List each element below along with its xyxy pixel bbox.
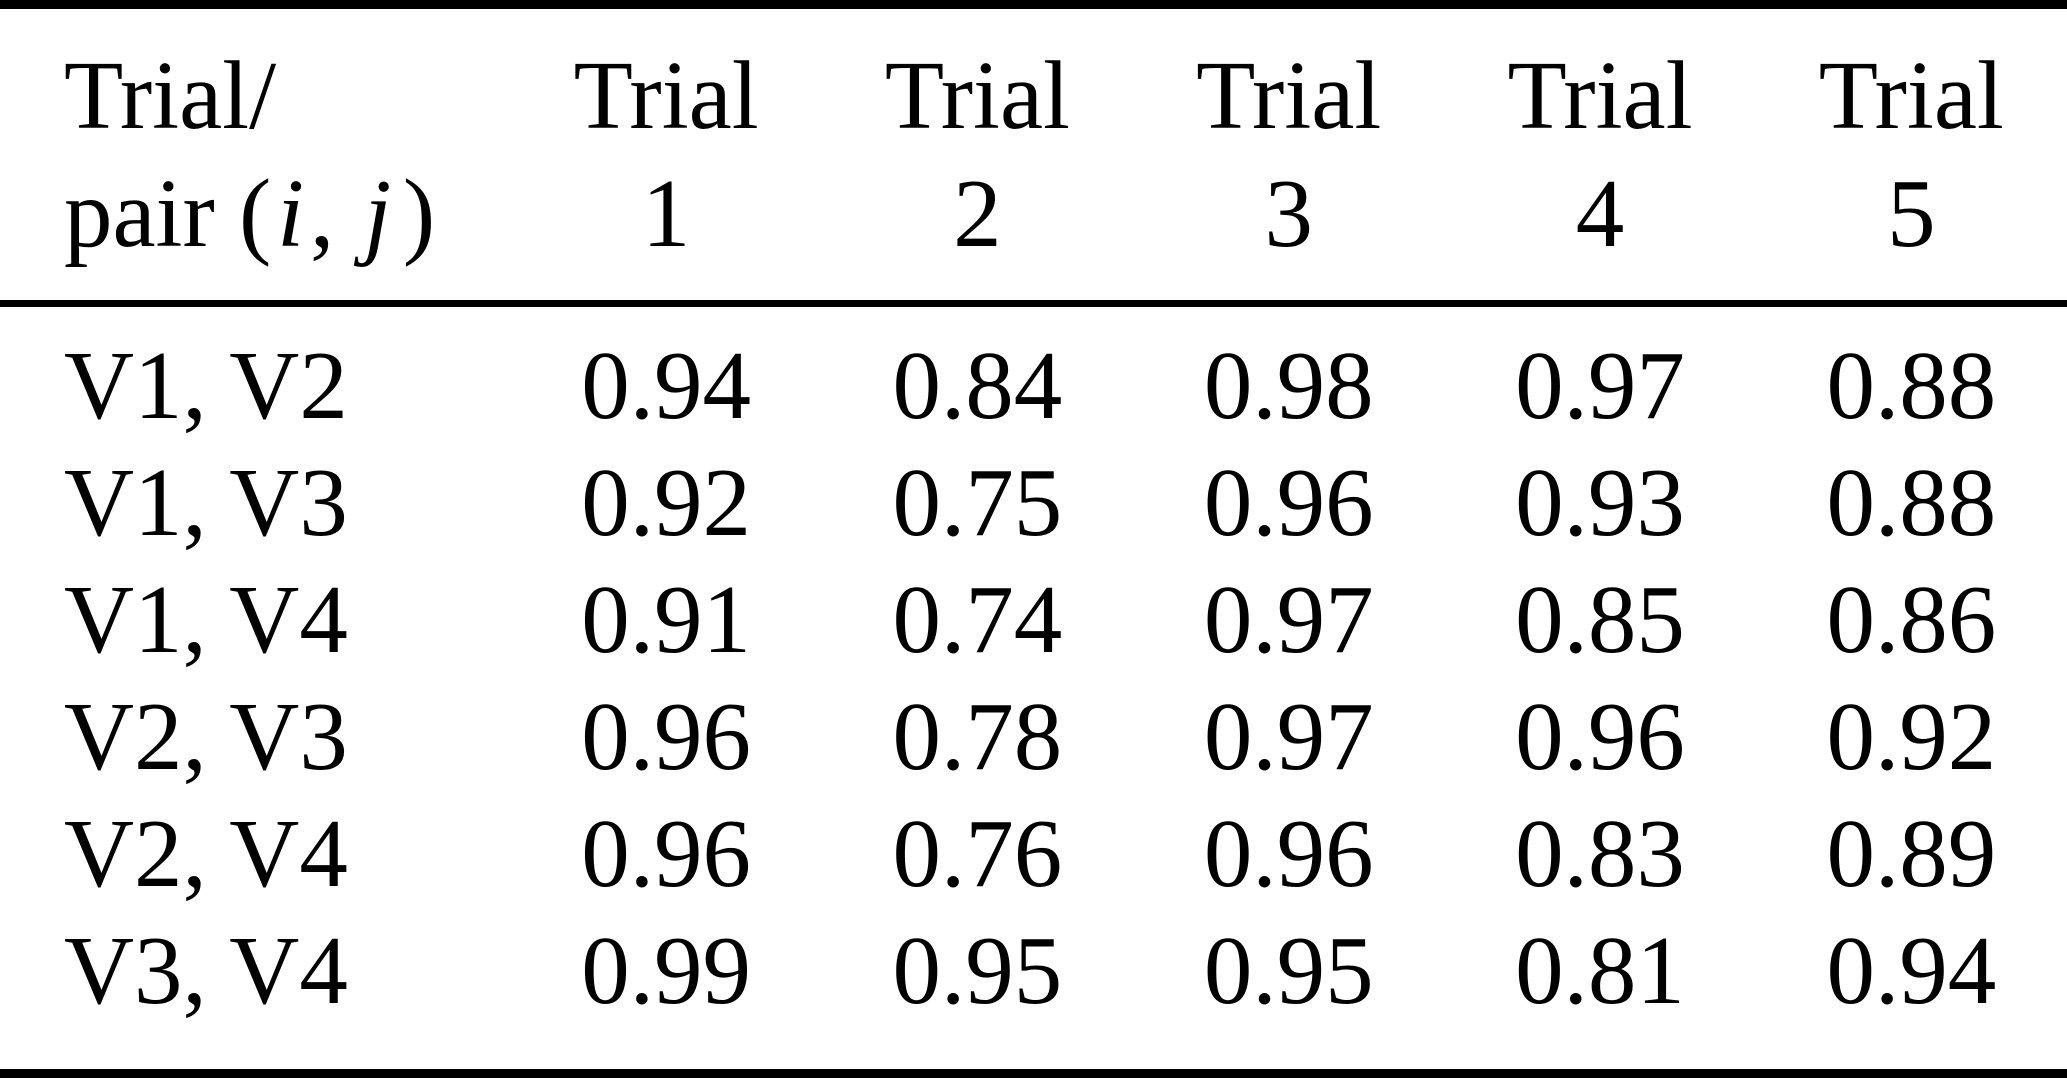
- value-cell: 0.96: [581, 800, 751, 907]
- pair-label: V1, V4: [64, 566, 348, 673]
- value-cell: 0.88: [1826, 332, 1997, 439]
- value-cell: 0.84: [892, 332, 1063, 439]
- pair-label: V1, V3: [64, 449, 348, 556]
- header-trial-3-line2: 3: [1264, 160, 1313, 267]
- math-var-i: i: [277, 160, 305, 267]
- pair-label-prefix: pair (: [64, 160, 272, 267]
- value-cell: 0.94: [1826, 917, 1997, 1024]
- header-pair-line2: pair (i, j): [64, 159, 510, 269]
- header-cell-trial-2: Trial 2: [821, 4, 1134, 307]
- header-cell-trial-3: Trial 3: [1133, 4, 1445, 307]
- table-row: V2, V3 0.96 0.78 0.97 0.96 0.92: [0, 678, 2067, 795]
- header-row: Trial/ pair (i, j) Trial 1 Trial 2 Trial…: [0, 4, 2067, 307]
- value-cell: 0.95: [1203, 917, 1374, 1024]
- pair-label-comma: ,: [309, 160, 359, 267]
- table-row: V3, V4 0.99 0.95 0.95 0.81 0.94: [0, 912, 2067, 1074]
- value-cell: 0.97: [1203, 683, 1374, 790]
- value-cell: 0.96: [1203, 800, 1374, 907]
- math-var-j: j: [364, 160, 392, 267]
- header-trial-5-line2: 5: [1887, 160, 1936, 267]
- table-row: V1, V2 0.94 0.84 0.98 0.97 0.88: [0, 304, 2067, 445]
- pair-label: V2, V3: [64, 683, 348, 790]
- pair-label: V1, V2: [64, 332, 348, 439]
- header-trial-5-line1: Trial: [1818, 42, 2004, 149]
- value-cell: 0.97: [1515, 332, 1685, 439]
- value-cell: 0.97: [1203, 566, 1374, 673]
- value-cell: 0.76: [892, 800, 1063, 907]
- value-cell: 0.91: [581, 566, 751, 673]
- pair-label: V2, V4: [64, 800, 348, 907]
- value-cell: 0.99: [581, 917, 751, 1024]
- header-trial-2-line2: 2: [953, 160, 1002, 267]
- header-cell-trial-4: Trial 4: [1444, 4, 1756, 307]
- header-trial-4-line1: Trial: [1507, 42, 1693, 149]
- value-cell: 0.81: [1515, 917, 1685, 1024]
- value-cell: 0.98: [1203, 332, 1374, 439]
- header-trial-3-line1: Trial: [1196, 42, 1382, 149]
- value-cell: 0.96: [1515, 683, 1685, 790]
- table-row: V1, V3 0.92 0.75 0.96 0.93 0.88: [0, 444, 2067, 561]
- value-cell: 0.95: [892, 917, 1063, 1024]
- value-cell: 0.92: [1826, 683, 1997, 790]
- table-row: V1, V4 0.91 0.74 0.97 0.85 0.86: [0, 561, 2067, 678]
- value-cell: 0.93: [1515, 449, 1685, 556]
- value-cell: 0.86: [1826, 566, 1997, 673]
- header-trial-4-line2: 4: [1575, 160, 1625, 267]
- value-cell: 0.74: [892, 566, 1063, 673]
- value-cell: 0.83: [1515, 800, 1685, 907]
- header-cell-trial-5: Trial 5: [1755, 4, 2067, 307]
- header-trial-1-line2: 1: [641, 160, 691, 267]
- header-cell-pair: Trial/ pair (i, j): [0, 4, 511, 307]
- header-trial-2-line1: Trial: [884, 42, 1070, 149]
- value-cell: 0.88: [1826, 449, 1997, 556]
- value-cell: 0.85: [1515, 566, 1685, 673]
- value-cell: 0.94: [581, 332, 751, 439]
- header-pair-line1: Trial/: [64, 42, 277, 149]
- value-cell: 0.78: [892, 683, 1063, 790]
- table-row: V2, V4 0.96 0.76 0.96 0.83 0.89: [0, 795, 2067, 912]
- pair-label: V3, V4: [64, 917, 348, 1024]
- header-cell-trial-1: Trial 1: [510, 4, 822, 307]
- value-cell: 0.96: [1203, 449, 1374, 556]
- value-cell: 0.96: [581, 683, 751, 790]
- header-trial-1-line1: Trial: [573, 42, 759, 149]
- pair-label-close: ): [402, 160, 436, 267]
- value-cell: 0.89: [1826, 800, 1997, 907]
- value-cell: 0.75: [892, 449, 1063, 556]
- value-cell: 0.92: [581, 449, 751, 556]
